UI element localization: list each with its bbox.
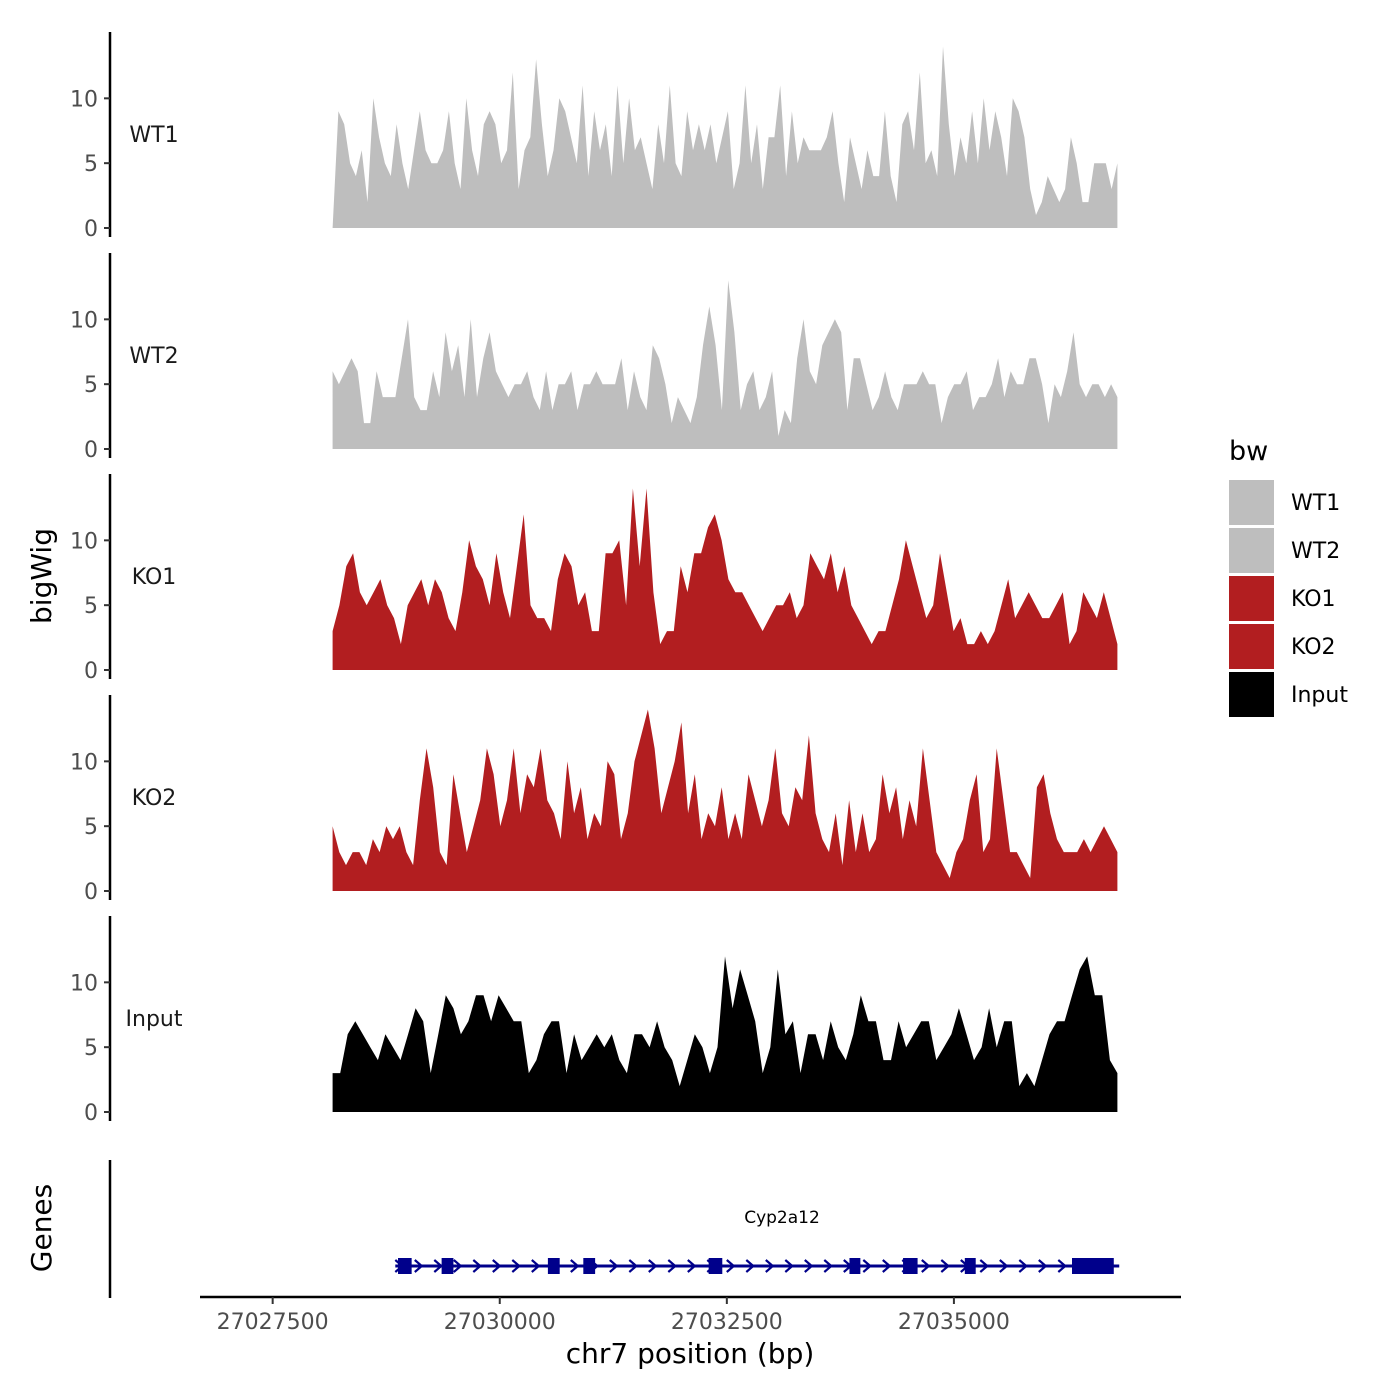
strand-arrow bbox=[492, 1259, 502, 1273]
exon bbox=[547, 1258, 560, 1274]
x-axis-title: chr7 position (bp) bbox=[566, 1337, 815, 1370]
y-tick-label: 0 bbox=[84, 1101, 98, 1126]
exon bbox=[849, 1258, 861, 1274]
strand-arrow bbox=[804, 1259, 814, 1273]
y-tick-label: 0 bbox=[84, 880, 98, 905]
track-label: WT1 bbox=[129, 123, 178, 148]
y-tick-label: 10 bbox=[70, 529, 98, 554]
strand-arrow bbox=[882, 1259, 892, 1273]
strand-arrow bbox=[1057, 1259, 1067, 1273]
strand-arrow bbox=[940, 1259, 950, 1273]
legend-title: bw bbox=[1229, 436, 1268, 467]
strand-arrow bbox=[999, 1259, 1009, 1273]
strand-arrow bbox=[531, 1259, 541, 1273]
y-tick-label: 5 bbox=[84, 152, 98, 177]
strand-arrow bbox=[628, 1259, 638, 1273]
strand-arrow bbox=[472, 1259, 482, 1273]
strand-arrow bbox=[667, 1259, 677, 1273]
signal-area bbox=[332, 709, 1118, 891]
strand-arrow bbox=[921, 1259, 931, 1273]
strand-arrow bbox=[511, 1259, 521, 1273]
gene-name: Cyp2a12 bbox=[744, 1208, 820, 1228]
x-tick-label: 27035000 bbox=[898, 1310, 1010, 1335]
strand-arrow bbox=[726, 1259, 736, 1273]
signal-area bbox=[332, 280, 1118, 449]
strand-arrow bbox=[570, 1259, 580, 1273]
y-tick-label: 10 bbox=[70, 750, 98, 775]
strand-arrow bbox=[745, 1259, 755, 1273]
exon bbox=[1072, 1258, 1114, 1274]
track-wt2: 0 5 10 WT2 bbox=[70, 253, 1118, 463]
gene-track-panel: Cyp2a12 bbox=[108, 1160, 1120, 1298]
legend: bw WT1 WT2 KO1 KO2 Input bbox=[1229, 436, 1348, 717]
y-tick-label: 5 bbox=[84, 594, 98, 619]
track-panels: 0 5 10 WT1 0 5 10 WT2 0 5 10 KO1 0 5 10 KO2 0 5 10 Input bbox=[70, 32, 1118, 1126]
strand-arrow bbox=[648, 1259, 658, 1273]
y-tick-label: 5 bbox=[84, 373, 98, 398]
y-tick-label: 0 bbox=[84, 438, 98, 463]
y-tick-label: 10 bbox=[70, 87, 98, 112]
strand-arrow bbox=[453, 1259, 463, 1273]
x-tick-label: 27032500 bbox=[671, 1310, 783, 1335]
exon bbox=[441, 1258, 454, 1274]
y-tick-label: 5 bbox=[84, 1036, 98, 1061]
exon bbox=[964, 1258, 976, 1274]
track-label: WT2 bbox=[129, 344, 178, 369]
track-label: Input bbox=[126, 1007, 183, 1032]
x-tick-label: 27030000 bbox=[444, 1310, 556, 1335]
track-label: KO1 bbox=[132, 565, 177, 590]
strand-arrow bbox=[784, 1259, 794, 1273]
y-tick-label: 5 bbox=[84, 815, 98, 840]
strand-arrow bbox=[979, 1259, 989, 1273]
track-input: 0 5 10 Input bbox=[70, 916, 1118, 1126]
legend-swatch bbox=[1229, 576, 1274, 621]
legend-label: WT2 bbox=[1291, 539, 1340, 564]
exon bbox=[398, 1258, 412, 1274]
legend-label: WT1 bbox=[1291, 491, 1340, 516]
signal-area bbox=[332, 46, 1118, 228]
track-wt1: 0 5 10 WT1 bbox=[70, 32, 1118, 242]
signal-area bbox=[332, 956, 1118, 1112]
strand-arrow bbox=[433, 1259, 443, 1273]
y-tick-label: 0 bbox=[84, 659, 98, 684]
strand-arrow bbox=[687, 1259, 697, 1273]
gene-track-label: Genes bbox=[25, 1184, 58, 1272]
strand-arrow bbox=[1018, 1259, 1028, 1273]
exon bbox=[903, 1258, 918, 1274]
signal-area bbox=[332, 488, 1118, 670]
track-label: KO2 bbox=[132, 786, 177, 811]
legend-swatch bbox=[1229, 528, 1274, 573]
legend-label: KO2 bbox=[1291, 635, 1336, 660]
strand-arrow bbox=[1038, 1259, 1048, 1273]
legend-label: Input bbox=[1291, 683, 1348, 708]
strand-arrow bbox=[414, 1259, 424, 1273]
y-tick-label: 0 bbox=[84, 217, 98, 242]
legend-label: KO1 bbox=[1291, 587, 1336, 612]
strand-arrow bbox=[823, 1259, 833, 1273]
legend-swatch bbox=[1229, 672, 1274, 717]
legend-swatch bbox=[1229, 480, 1274, 525]
strand-arrow bbox=[609, 1259, 619, 1273]
exon bbox=[708, 1258, 723, 1274]
y-tick-label: 10 bbox=[70, 971, 98, 996]
x-axis: 27027500 27030000 27032500 27035000 bbox=[200, 1295, 1181, 1335]
x-tick-label: 27027500 bbox=[217, 1310, 329, 1335]
y-tick-label: 10 bbox=[70, 308, 98, 333]
exon bbox=[583, 1258, 596, 1274]
strand-arrow bbox=[862, 1259, 872, 1273]
legend-swatch bbox=[1229, 624, 1274, 669]
strand-arrow bbox=[765, 1259, 775, 1273]
track-ko2: 0 5 10 KO2 bbox=[70, 695, 1118, 905]
y-axis-title: bigWig bbox=[25, 528, 58, 624]
track-ko1: 0 5 10 KO1 bbox=[70, 474, 1118, 684]
